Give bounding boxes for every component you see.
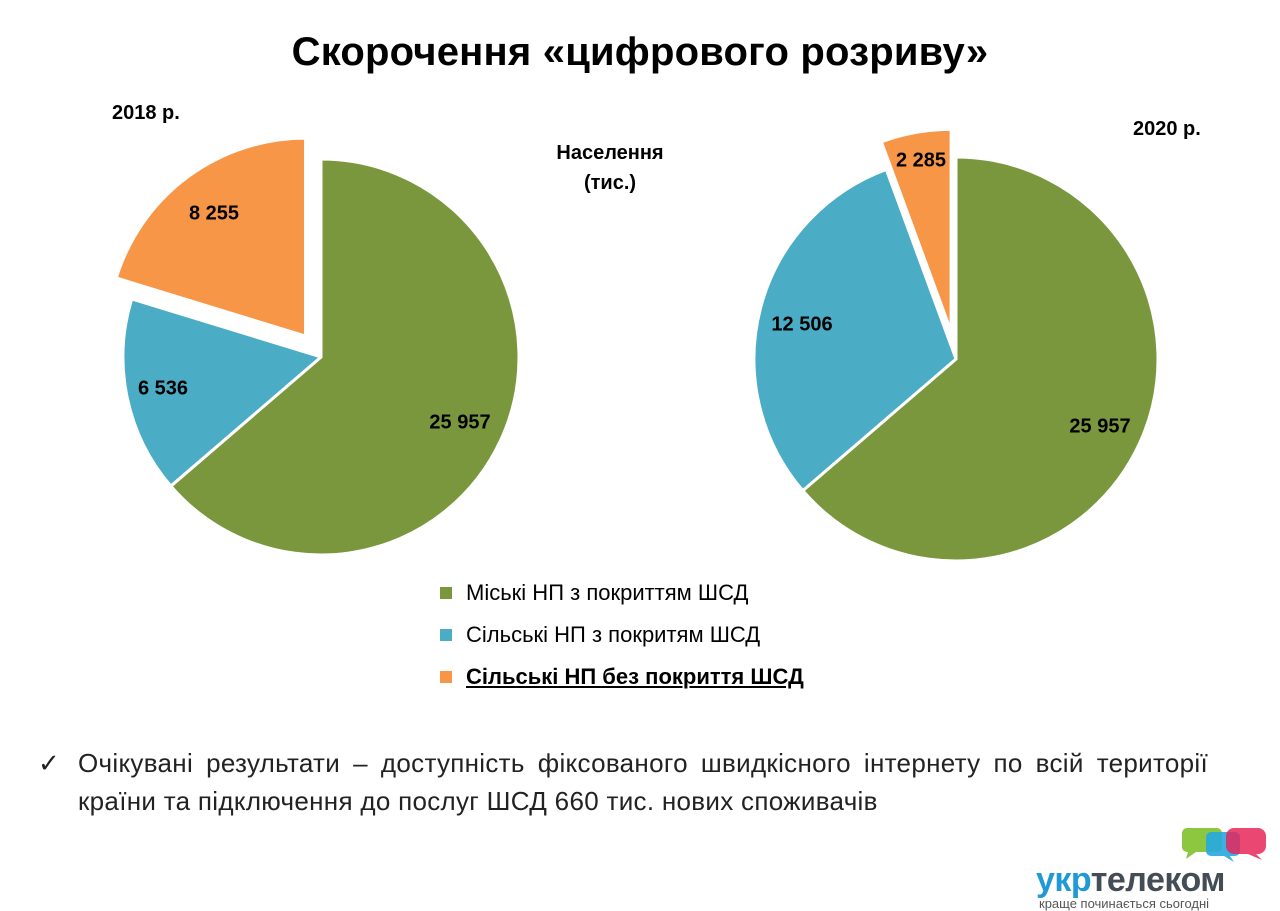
pie-slice-rural-uncovered <box>879 127 953 333</box>
pie-2018: 25 957 6 536 8 255 <box>114 136 521 557</box>
data-label-rural-uncovered: 2 285 <box>896 149 946 171</box>
data-label-rural-uncovered: 8 255 <box>189 202 239 224</box>
legend-label-urban: Міські НП з покриттям ШСД <box>466 580 749 605</box>
expected-results-text: Очікувані результати – доступність фіксо… <box>78 748 1208 816</box>
logo-name-part1: укр <box>1036 861 1091 899</box>
logo-wordmark: укртелеком <box>1036 860 1225 900</box>
page-title: Скорочення «цифрового розриву» <box>291 30 989 74</box>
data-label-rural-covered: 6 536 <box>138 377 188 399</box>
pie-2020: 25 957 12 506 2 285 <box>752 127 1160 563</box>
check-mark-icon: ✓ <box>38 748 60 778</box>
units-label: Населення (тис.) <box>556 142 664 194</box>
pie-slice-rural-uncovered <box>114 136 308 338</box>
data-label-urban: 25 957 <box>1069 415 1130 437</box>
legend-item-urban: Міські НП з покриттям ШСД <box>440 572 804 614</box>
pie-slice-urban <box>169 157 521 557</box>
legend-item-rural-covered: Сільські НП з покритям ШСД <box>440 614 804 656</box>
pie-slice-rural-covered <box>752 167 958 493</box>
legend-label-rural-covered: Сільські НП з покритям ШСД <box>466 622 761 647</box>
legend-item-rural-uncovered: Сільські НП без покриття ШСД <box>440 656 804 698</box>
data-label-urban: 25 957 <box>429 411 490 433</box>
legend-swatch-rural-uncovered <box>440 671 452 683</box>
data-label-rural-covered: 12 506 <box>771 313 832 335</box>
legend-label-rural-uncovered: Сільські НП без покриття ШСД <box>466 664 804 689</box>
pie-slice-rural-covered <box>121 297 323 488</box>
expected-results-note: ✓ Очікувані результати – доступність фік… <box>38 744 1208 820</box>
pie-slice-urban <box>801 155 1160 563</box>
legend: Міські НП з покриттям ШСД Сільські НП з … <box>440 572 804 698</box>
chart-2020-title: 2020 р. <box>1133 118 1201 140</box>
legend-swatch-urban <box>440 587 452 599</box>
speech-bubbles-icon <box>1182 828 1266 862</box>
legend-swatch-rural-covered <box>440 629 452 641</box>
logo-tagline: краще починається сьогодні <box>1039 896 1210 911</box>
ukrtelecom-logo: укртелеком краще починається сьогодні <box>1036 826 1276 911</box>
logo-name-part2: телеком <box>1090 861 1226 899</box>
chart-2018-title: 2018 р. <box>112 102 180 124</box>
